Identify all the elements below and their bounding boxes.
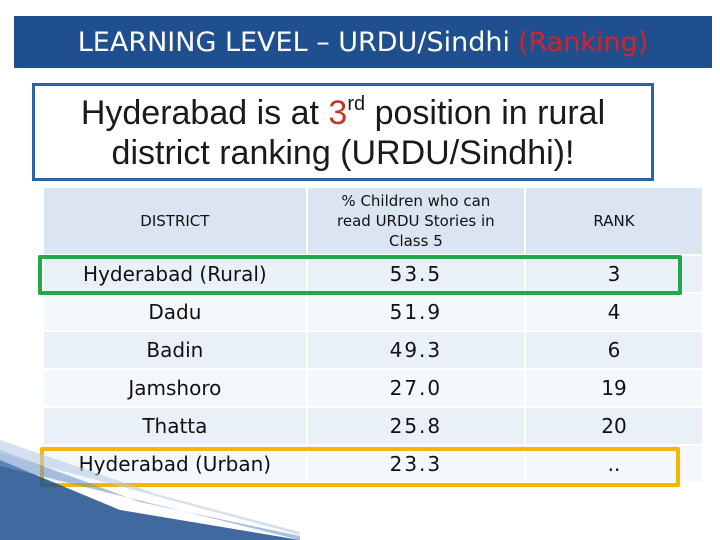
row-rank: 20 (525, 408, 702, 444)
table-row: Hyderabad (Rural) 53.5 3 (44, 256, 702, 292)
row-district: Jamshoro (44, 370, 306, 406)
headline-rank-number: 3 (328, 94, 348, 132)
row-percent: 25.8 (307, 408, 524, 444)
row-rank: 6 (525, 332, 702, 368)
ranking-table-container: DISTRICT % Children who can read URDU St… (42, 186, 704, 484)
table-row: Dadu 51.9 4 (44, 294, 702, 330)
row-rank: 19 (525, 370, 702, 406)
ranking-table: DISTRICT % Children who can read URDU St… (42, 186, 704, 484)
row-percent: 49.3 (307, 332, 524, 368)
row-rank: .. (525, 446, 702, 482)
row-district: Badin (44, 332, 306, 368)
table-row: Jamshoro 27.0 19 (44, 370, 702, 406)
row-percent: 53.5 (307, 256, 524, 292)
table-row: Thatta 25.8 20 (44, 408, 702, 444)
row-district: Hyderabad (Rural) (44, 256, 306, 292)
headline-box: Hyderabad is at 3rd position in rural di… (32, 83, 654, 181)
headline-text-1: Hyderabad is at (80, 94, 329, 132)
header-district: DISTRICT (44, 188, 306, 254)
row-rank: 3 (525, 256, 702, 292)
row-percent: 51.9 (307, 294, 524, 330)
row-percent: 23.3 (307, 446, 524, 482)
table-row: Badin 49.3 6 (44, 332, 702, 368)
row-rank: 4 (525, 294, 702, 330)
headline-line-1: Hyderabad is at 3rd position in rural (35, 93, 651, 133)
row-district: Dadu (44, 294, 306, 330)
headline-ordinal: rd (347, 93, 366, 115)
header-percent: % Children who can read URDU Stories in … (307, 188, 524, 254)
headline-line-2: district ranking (URDU/Sindhi)! (111, 134, 575, 172)
slide-title-accent: (Ranking) (517, 26, 649, 58)
row-percent: 27.0 (307, 370, 524, 406)
slide-title-main: LEARNING LEVEL – URDU/Sindhi (77, 26, 510, 58)
header-rank: RANK (525, 188, 702, 254)
row-district: Thatta (44, 408, 306, 444)
headline-text-2: position in rural (365, 94, 606, 132)
decorative-swoosh (0, 440, 300, 540)
slide-title: LEARNING LEVEL – URDU/Sindhi (Ranking) (14, 16, 712, 68)
table-header-row: DISTRICT % Children who can read URDU St… (44, 188, 702, 254)
